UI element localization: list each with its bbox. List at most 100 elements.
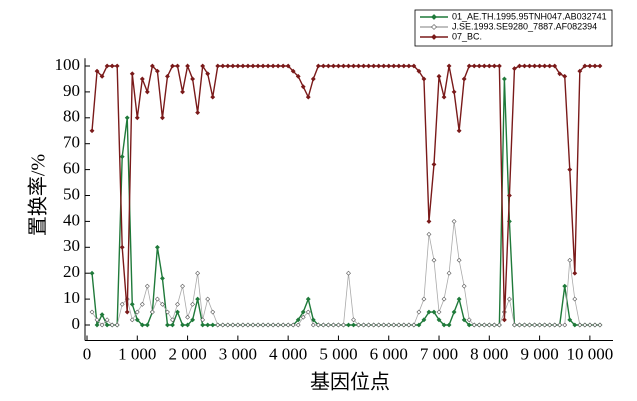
data-point [165,73,170,79]
data-point [265,322,271,328]
data-point [114,63,120,69]
data-point [532,322,537,328]
data-point [537,63,543,69]
data-point [597,322,603,328]
data-point [114,322,120,328]
data-point [512,66,517,72]
data-point [562,283,568,289]
data-point [275,63,281,69]
data-point [170,322,175,328]
series-line [91,221,600,326]
data-point [567,257,573,263]
data-point [124,309,130,315]
data-point [134,309,140,315]
data-point [185,314,191,320]
data-point [341,322,346,328]
data-point [371,63,377,69]
data-point [346,63,351,69]
data-point [215,322,221,328]
data-point [185,63,191,69]
data-point [486,63,492,69]
data-point [160,275,165,281]
data-point [270,322,276,328]
data-point [346,322,351,328]
data-point [109,63,115,69]
x-tick-label: 2 000 [168,344,206,363]
data-point [260,322,266,328]
data-point [225,63,231,69]
data-point [180,89,185,95]
data-point [522,322,527,328]
data-point [381,322,387,328]
data-point [280,322,286,328]
data-point [562,322,568,328]
data-point [149,63,155,69]
data-point [527,322,532,328]
data-point [476,322,482,328]
data-point [175,63,180,69]
data-point [456,257,462,263]
data-point [501,317,507,323]
data-point [597,63,603,69]
data-point [547,322,553,328]
data-point [305,94,311,100]
y-tick-label: 30 [63,236,80,255]
data-point [295,322,301,328]
data-point [320,322,326,328]
data-point [190,76,196,82]
data-point [506,193,512,198]
data-point [436,317,442,323]
data-point [149,309,155,315]
data-point [572,322,578,328]
data-point [285,63,291,69]
data-point [466,63,472,69]
data-point [255,322,261,328]
data-point [129,301,135,307]
data-point [486,322,492,328]
series-line [91,63,600,320]
data-point [351,322,356,328]
data-point [210,309,216,315]
data-point [587,63,593,69]
y-tick-label: 10 [63,288,80,307]
data-point [205,322,211,328]
data-point [532,63,537,69]
data-point [461,76,467,82]
data-point [245,63,251,69]
data-point [401,63,407,69]
data-point [99,322,105,328]
data-point [129,317,135,323]
x-tick-label: 7 000 [420,344,458,363]
data-point [225,322,231,328]
data-point [406,63,412,69]
data-point [371,322,377,328]
data-point [466,322,472,328]
data-point [451,309,457,315]
data-point [330,63,336,69]
data-point [119,154,125,160]
data-point [456,128,462,134]
data-point [431,257,437,263]
data-point [230,322,236,328]
data-point [160,301,165,307]
data-point [416,322,422,328]
data-point [391,63,397,69]
data-point [552,63,558,69]
data-point [275,322,281,328]
data-point [346,270,351,276]
data-point [446,270,452,276]
data-point [180,283,185,289]
data-point [421,296,427,302]
data-point [401,322,407,328]
data-point [325,63,331,69]
legend-label: 07_BC. [452,31,482,41]
data-point [290,68,296,74]
data-point [572,296,578,302]
data-point [205,296,211,302]
data-point [491,63,497,69]
data-point [416,309,422,315]
data-point [119,301,125,307]
data-point [461,317,467,323]
data-point [587,322,593,328]
x-tick-label: 1 000 [118,344,156,363]
